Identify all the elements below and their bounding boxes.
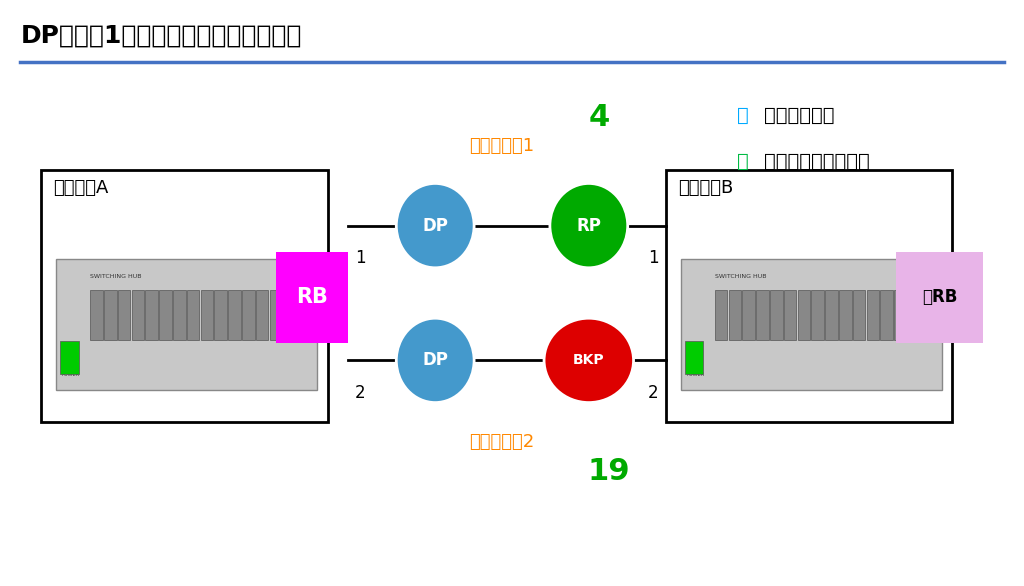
Text: 19: 19 <box>588 457 631 486</box>
FancyBboxPatch shape <box>896 252 983 343</box>
FancyBboxPatch shape <box>242 290 255 340</box>
Text: DPケース1：消去法的に決定する場合: DPケース1：消去法的に決定する場合 <box>20 23 302 47</box>
FancyBboxPatch shape <box>41 170 328 422</box>
FancyBboxPatch shape <box>825 290 838 340</box>
Text: BKP: BKP <box>573 353 604 367</box>
FancyBboxPatch shape <box>104 290 117 340</box>
FancyBboxPatch shape <box>922 290 934 340</box>
FancyBboxPatch shape <box>276 252 348 343</box>
FancyBboxPatch shape <box>853 290 865 340</box>
Text: ：パスコスト: ：パスコスト <box>764 105 835 124</box>
FancyBboxPatch shape <box>228 290 241 340</box>
Text: ：ルートパスコスト: ：ルートパスコスト <box>764 152 869 171</box>
FancyBboxPatch shape <box>666 170 952 422</box>
FancyBboxPatch shape <box>201 290 213 340</box>
Ellipse shape <box>396 318 474 403</box>
FancyBboxPatch shape <box>811 290 824 340</box>
Text: POWER: POWER <box>686 372 705 377</box>
FancyBboxPatch shape <box>60 341 79 374</box>
FancyBboxPatch shape <box>742 290 755 340</box>
Text: セグメント1: セグメント1 <box>469 138 535 155</box>
FancyBboxPatch shape <box>214 290 227 340</box>
FancyBboxPatch shape <box>90 290 102 340</box>
Text: 2: 2 <box>355 384 366 401</box>
FancyBboxPatch shape <box>160 290 172 340</box>
FancyBboxPatch shape <box>757 290 769 340</box>
FancyBboxPatch shape <box>297 290 309 340</box>
Text: POWER: POWER <box>61 372 80 377</box>
FancyBboxPatch shape <box>269 290 282 340</box>
Text: 非RB: 非RB <box>922 288 957 306</box>
FancyBboxPatch shape <box>681 258 942 390</box>
Ellipse shape <box>550 183 628 268</box>
Text: セグメント2: セグメント2 <box>469 434 535 451</box>
Text: スイッチB: スイッチB <box>678 179 733 197</box>
FancyBboxPatch shape <box>784 290 797 340</box>
Text: スイッチA: スイッチA <box>53 179 109 197</box>
Text: DP: DP <box>422 217 449 234</box>
Text: 青: 青 <box>737 105 749 124</box>
FancyBboxPatch shape <box>839 290 852 340</box>
Text: 4: 4 <box>589 103 609 132</box>
FancyBboxPatch shape <box>908 290 921 340</box>
Ellipse shape <box>544 318 634 403</box>
Text: 2: 2 <box>648 384 658 401</box>
Text: RB: RB <box>296 287 329 308</box>
FancyBboxPatch shape <box>256 290 268 340</box>
FancyBboxPatch shape <box>798 290 810 340</box>
Text: SWITCHING HUB: SWITCHING HUB <box>90 274 141 280</box>
Text: RP: RP <box>577 217 601 234</box>
FancyBboxPatch shape <box>186 290 200 340</box>
FancyBboxPatch shape <box>145 290 158 340</box>
FancyBboxPatch shape <box>118 290 130 340</box>
Text: 緑: 緑 <box>737 152 749 171</box>
FancyBboxPatch shape <box>685 341 703 374</box>
Text: 1: 1 <box>355 249 366 267</box>
FancyBboxPatch shape <box>715 290 727 340</box>
FancyBboxPatch shape <box>894 290 907 340</box>
FancyBboxPatch shape <box>729 290 741 340</box>
FancyBboxPatch shape <box>881 290 893 340</box>
FancyBboxPatch shape <box>284 290 296 340</box>
FancyBboxPatch shape <box>132 290 144 340</box>
FancyBboxPatch shape <box>56 258 317 390</box>
FancyBboxPatch shape <box>173 290 185 340</box>
Text: 1: 1 <box>648 249 658 267</box>
FancyBboxPatch shape <box>770 290 782 340</box>
FancyBboxPatch shape <box>866 290 880 340</box>
Ellipse shape <box>396 183 474 268</box>
Text: DP: DP <box>422 352 449 369</box>
Text: SWITCHING HUB: SWITCHING HUB <box>715 274 766 280</box>
